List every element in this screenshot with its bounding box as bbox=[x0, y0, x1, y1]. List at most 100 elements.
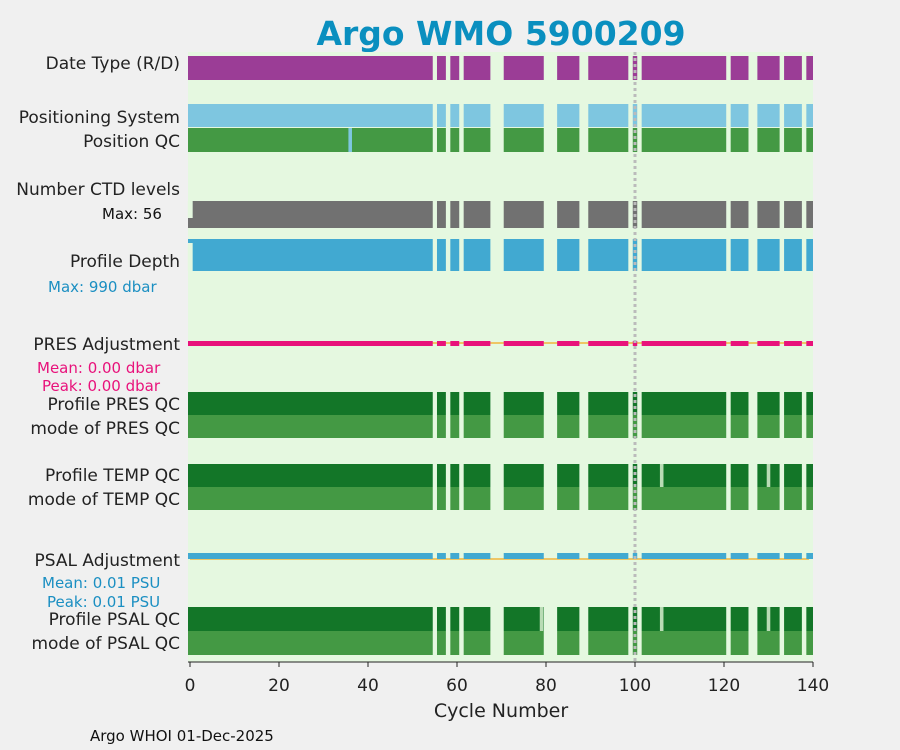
profile-depth-bar-segment-6 bbox=[588, 239, 629, 271]
psal-adj-bar-segment-3 bbox=[463, 553, 491, 559]
ctd-max-label: Max: 56 bbox=[102, 205, 162, 223]
position-qc-bar-segment-12 bbox=[806, 128, 813, 152]
profile-temp-qc-gap-1 bbox=[766, 464, 771, 487]
profile-psal-qc-gap-1 bbox=[659, 607, 664, 631]
row-label-mode-pres-qc: mode of PRES QC bbox=[30, 419, 180, 439]
x-tick-label-80: 80 bbox=[535, 676, 557, 696]
positioning-bar-segment-10 bbox=[757, 104, 780, 127]
position-qc-bar-segment-5 bbox=[557, 128, 580, 152]
profile-pres-qc-bar-segment-9 bbox=[730, 392, 749, 415]
mode-pres-qc-bar-segment-0 bbox=[188, 415, 433, 438]
x-tick-label-140: 140 bbox=[797, 676, 829, 696]
psal-adj-bar-segment-1 bbox=[436, 553, 446, 559]
ctd-levels-bar-segment-4 bbox=[503, 201, 544, 228]
row-label-profile-temp-qc: Profile TEMP QC bbox=[45, 466, 180, 486]
mode-psal-qc-bar-segment-8 bbox=[641, 631, 727, 655]
mode-pres-qc-bar-segment-8 bbox=[641, 415, 727, 438]
profile-pres-qc-bar-segment-10 bbox=[757, 392, 780, 415]
mode-temp-qc-bar-segment-0 bbox=[188, 487, 433, 510]
mode-temp-qc-bar-segment-6 bbox=[588, 487, 629, 510]
profile-psal-qc-bar-segment-4 bbox=[503, 607, 544, 631]
pres-adj-bar-segment-8 bbox=[641, 341, 727, 346]
pres-adj-bar-segment-9 bbox=[730, 341, 749, 346]
mode-pres-qc-bar-segment-10 bbox=[757, 415, 780, 438]
mode-psal-qc-bar-segment-5 bbox=[557, 631, 580, 655]
pres-adj-bar-segment-0 bbox=[188, 341, 433, 346]
ctd-levels-bar-segment-10 bbox=[757, 201, 780, 228]
ctd-levels-bar-segment-2 bbox=[450, 201, 460, 228]
x-tick-label-120: 120 bbox=[708, 676, 740, 696]
mode-psal-qc-bar-segment-10 bbox=[757, 631, 780, 655]
pres-adj-bar-segment-4 bbox=[503, 341, 544, 346]
mode-temp-qc-bar-segment-2 bbox=[450, 487, 460, 510]
profile-pres-qc-bar-segment-5 bbox=[557, 392, 580, 415]
pres-adj-bar-segment-5 bbox=[557, 341, 580, 346]
pres-adj-bar-segment-11 bbox=[784, 341, 802, 346]
position-qc-bar-segment-7 bbox=[632, 128, 638, 152]
profile-psal-qc-bar-segment-9 bbox=[730, 607, 749, 631]
profile-depth-bar-segment-10 bbox=[757, 239, 780, 271]
positioning-bar-segment-11 bbox=[784, 104, 802, 127]
ctd-levels-bar-segment-0 bbox=[188, 201, 433, 228]
mode-temp-qc-bar-segment-11 bbox=[784, 487, 802, 510]
date-type-bar-segment-4 bbox=[503, 56, 544, 80]
profile-temp-qc-bar-segment-4 bbox=[503, 464, 544, 487]
profile-psal-qc-gap-2 bbox=[766, 607, 771, 631]
profile-temp-qc-bar-segment-3 bbox=[463, 464, 491, 487]
mode-pres-qc-bar-segment-9 bbox=[730, 415, 749, 438]
mode-psal-qc-bar-segment-11 bbox=[784, 631, 802, 655]
ctd-levels-bar-segment-8 bbox=[641, 201, 727, 228]
date-type-bar-segment-9 bbox=[730, 56, 749, 80]
date-type-bar-segment-7 bbox=[632, 56, 638, 80]
profile-depth-bar-segment-4 bbox=[503, 239, 544, 271]
position-qc-bar-segment-6 bbox=[588, 128, 629, 152]
position-qc-bar-segment-11 bbox=[784, 128, 802, 152]
profile-temp-qc-bar-segment-1 bbox=[436, 464, 446, 487]
row-label-date-type: Date Type (R/D) bbox=[46, 54, 180, 74]
profile-temp-qc-bar-segment-6 bbox=[588, 464, 629, 487]
position-qc-gap-0 bbox=[348, 128, 352, 152]
profile-psal-qc-bar-segment-5 bbox=[557, 607, 580, 631]
profile-pres-qc-bar-segment-4 bbox=[503, 392, 544, 415]
positioning-bar-segment-1 bbox=[436, 104, 446, 127]
mode-psal-qc-bar-segment-3 bbox=[463, 631, 491, 655]
pres-adj-bar-segment-6 bbox=[588, 341, 629, 346]
profile-psal-qc-bar-segment-12 bbox=[806, 607, 813, 631]
ctd-levels-bar-segment-1 bbox=[436, 201, 446, 228]
pres-adj-bar-segment-2 bbox=[450, 341, 460, 346]
profile-temp-qc-bar-segment-9 bbox=[730, 464, 749, 487]
psal-adj-bar-segment-2 bbox=[450, 553, 460, 559]
mode-temp-qc-bar-segment-8 bbox=[641, 487, 727, 510]
profile-pres-qc-bar-segment-1 bbox=[436, 392, 446, 415]
mode-temp-qc-bar-segment-10 bbox=[757, 487, 780, 510]
profile-pres-qc-bar-segment-6 bbox=[588, 392, 629, 415]
mode-psal-qc-bar-segment-0 bbox=[188, 631, 433, 655]
profile-depth-bar-segment-0 bbox=[188, 239, 433, 271]
psal-peak-label: Peak: 0.01 PSU bbox=[47, 593, 160, 611]
mode-pres-qc-bar-segment-1 bbox=[436, 415, 446, 438]
row-label-profile-pres-qc: Profile PRES QC bbox=[47, 395, 180, 415]
profile-depth-bar-segment-11 bbox=[784, 239, 802, 271]
ctd-levels-bar-segment-5 bbox=[557, 201, 580, 228]
psal-adj-bar-segment-11 bbox=[784, 553, 802, 559]
profile-psal-qc-bar-segment-3 bbox=[463, 607, 491, 631]
position-qc-bar-segment-1 bbox=[436, 128, 446, 152]
positioning-bar-segment-2 bbox=[450, 104, 460, 127]
profile-depth-bar-segment-7 bbox=[632, 239, 638, 271]
profile-temp-qc-bar-segment-0 bbox=[188, 464, 433, 487]
row-label-psal-adjustment: PSAL Adjustment bbox=[35, 551, 181, 571]
row-label-profile-psal-qc: Profile PSAL QC bbox=[49, 610, 180, 630]
row-label-number-ctd-levels: Number CTD levels bbox=[16, 180, 180, 200]
x-tick-label-60: 60 bbox=[446, 676, 468, 696]
mode-psal-qc-bar-segment-1 bbox=[436, 631, 446, 655]
positioning-bar-segment-6 bbox=[588, 104, 629, 127]
date-type-bar-segment-2 bbox=[450, 56, 460, 80]
mode-temp-qc-bar-segment-1 bbox=[436, 487, 446, 510]
profile-temp-qc-bar-segment-12 bbox=[806, 464, 813, 487]
profile-psal-qc-bar-segment-11 bbox=[784, 607, 802, 631]
mode-pres-qc-bar-segment-3 bbox=[463, 415, 491, 438]
profile-pres-qc-bar-segment-2 bbox=[450, 392, 460, 415]
profile-psal-qc-gap-0 bbox=[539, 607, 544, 631]
mode-temp-qc-bar-segment-12 bbox=[806, 487, 813, 510]
profile-depth-bar-segment-2 bbox=[450, 239, 460, 271]
